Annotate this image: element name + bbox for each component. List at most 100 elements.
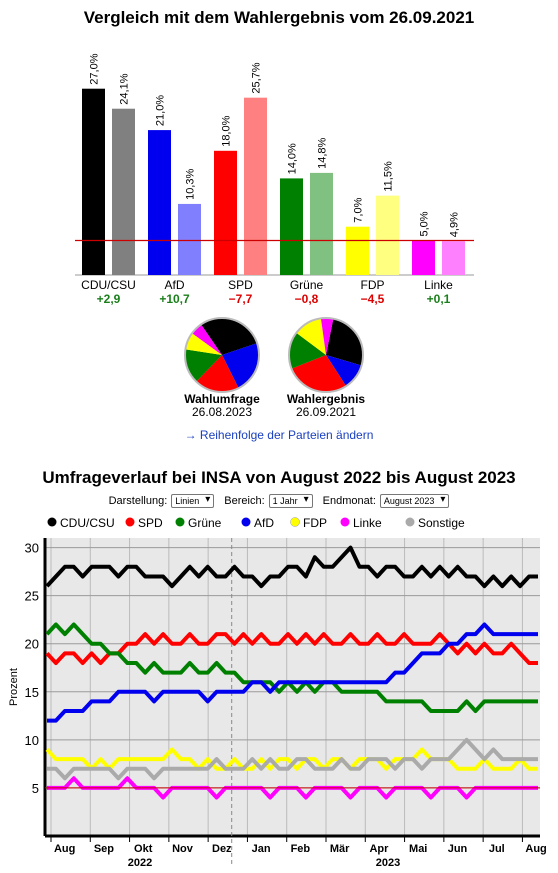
x-tick-7: Mär (330, 843, 350, 855)
bar-label-umfrage-5: 5,0% (419, 211, 431, 236)
series-line-1 (45, 632, 538, 665)
bar-diff-5: +0,1 (427, 292, 451, 306)
y-axis-label: Prozent (8, 668, 20, 706)
y-tick-4: 25 (25, 589, 39, 604)
legend-label-1: SPD (138, 516, 163, 530)
bar-umfrage-1 (148, 130, 171, 275)
bar-category-2: SPD (228, 278, 253, 292)
bar-label-ergebnis-4: 11,5% (383, 161, 395, 192)
darstellung-select[interactable]: Linien (171, 494, 215, 508)
pie1-slice-5 (192, 324, 222, 355)
bar-umfrage-3 (280, 178, 303, 275)
bar-umfrage-2 (214, 150, 237, 275)
legend-label-5: Linke (353, 516, 382, 530)
pie1-slice-1 (222, 343, 259, 389)
x-tick-2: Okt (134, 843, 153, 855)
bereich-select[interactable]: 1 Jahr (268, 494, 313, 508)
legend-label-4: FDP (303, 516, 327, 530)
legend-dot-2 (175, 517, 185, 527)
y-tick-0: 5 (32, 781, 39, 796)
x-tick-12: Aug (525, 843, 546, 855)
pie-wahlumfrage (184, 317, 260, 393)
bar-diff-3: −0,8 (295, 292, 319, 306)
bar-diff-4: −4,5 (361, 292, 385, 306)
x-tick-10: Jun (448, 843, 468, 855)
y-tick-1: 10 (25, 733, 39, 748)
bar-category-1: AfD (164, 278, 184, 292)
year-label-0: 2022 (128, 857, 152, 869)
x-tick-8: Apr (369, 843, 389, 855)
bar-category-0: CDU/CSU (81, 278, 136, 292)
bar-label-umfrage-2: 18,0% (221, 115, 233, 146)
bar-ergebnis-5 (442, 241, 465, 275)
legend-label-3: AfD (254, 516, 274, 530)
bar-umfrage-4 (346, 226, 369, 275)
bar-label-umfrage-0: 27,0% (89, 53, 101, 84)
series-line-3 (47, 622, 538, 723)
pie-charts: Wahlumfrage 26.08.2023 Wahlergebnis 26.0… (184, 317, 366, 419)
x-tick-6: Feb (291, 843, 311, 855)
x-tick-5: Jan (252, 843, 271, 855)
bar-diff-1: +10,7 (159, 292, 190, 306)
bar-ergebnis-3 (310, 172, 333, 275)
pie1-rim (184, 317, 260, 393)
endmonat-select[interactable]: August 2023 (379, 494, 450, 508)
x-tick-0: Aug (54, 843, 75, 855)
chart-controls: Darstellung:Linien Bereich:1 Jahr Endmon… (0, 494, 558, 508)
pie2-slice-0 (326, 318, 363, 366)
legend-dot-6 (405, 517, 415, 527)
pie1-slice-3 (185, 349, 222, 382)
legend-dot-4 (290, 517, 300, 527)
legend-label-2: Grüne (188, 516, 222, 530)
pie2-slice-3 (289, 332, 326, 369)
bar-label-ergebnis-3: 14,8% (317, 137, 329, 168)
legend-dot-1 (125, 517, 135, 527)
bar-label-ergebnis-1: 10,3% (185, 169, 197, 200)
pie2-slice-1 (326, 355, 362, 387)
bar-label-ergebnis-0: 24,1% (119, 73, 131, 104)
bar-ergebnis-1 (178, 203, 201, 275)
pie1-slice-4 (185, 333, 222, 355)
bar-diff-2: −7,7 (229, 292, 253, 306)
line-chart-title: Umfrageverlauf bei INSA von August 2022 … (42, 468, 516, 487)
pie-wahlergebnis (288, 317, 364, 393)
bar-ergebnis-4 (376, 195, 399, 275)
legend-dot-0 (47, 517, 57, 527)
series-line-6 (47, 737, 538, 781)
bar-label-umfrage-3: 14,0% (287, 143, 299, 174)
y-tick-5: 30 (25, 541, 39, 556)
bar-category-3: Grüne (290, 278, 324, 292)
reorder-parties-link[interactable]: → Reihenfolge der Parteien ändern (184, 428, 374, 442)
legend-label-6: Sonstige (418, 516, 465, 530)
bar-chart-title: Vergleich mit dem Wahlergebnis vom 26.09… (83, 8, 475, 27)
pie1-slice-2 (196, 355, 239, 392)
bar-label-ergebnis-2: 25,7% (251, 62, 263, 93)
pie2-slice-5 (320, 318, 334, 355)
bereich-label: Bereich: (224, 495, 265, 507)
bar-ergebnis-2 (244, 97, 267, 275)
pie2-label: Wahlergebnis (287, 392, 366, 406)
endmonat-label: Endmonat: (322, 495, 376, 507)
legend-label-0: CDU/CSU (60, 516, 115, 530)
bar-umfrage-0 (82, 88, 105, 275)
comparison-bar-chart: 27,0% 24,1% CDU/CSU+2,9 21,0% 10,3% AfD+10,7 1… (75, 53, 474, 306)
bar-label-ergebnis-5: 4,9% (449, 212, 461, 237)
bar-umfrage-5 (412, 240, 435, 275)
y-tick-2: 15 (25, 685, 39, 700)
series-line-0 (45, 545, 538, 589)
y-tick-3: 20 (25, 637, 39, 652)
x-tick-4: Dez (212, 843, 232, 855)
bar-category-4: FDP (361, 278, 385, 292)
pie1-slice-0 (201, 318, 258, 355)
bar-category-5: Linke (424, 278, 453, 292)
legend-dot-3 (241, 517, 251, 527)
pie2-slice-4 (296, 318, 326, 355)
series-line-2 (45, 622, 538, 713)
bar-ergebnis-0 (112, 108, 135, 276)
year-label-1: 2023 (376, 857, 400, 869)
pie2-slice-2 (291, 355, 347, 392)
bar-label-umfrage-4: 7,0% (353, 197, 365, 222)
darstellung-label: Darstellung: (108, 495, 168, 507)
x-tick-1: Sep (94, 843, 114, 855)
